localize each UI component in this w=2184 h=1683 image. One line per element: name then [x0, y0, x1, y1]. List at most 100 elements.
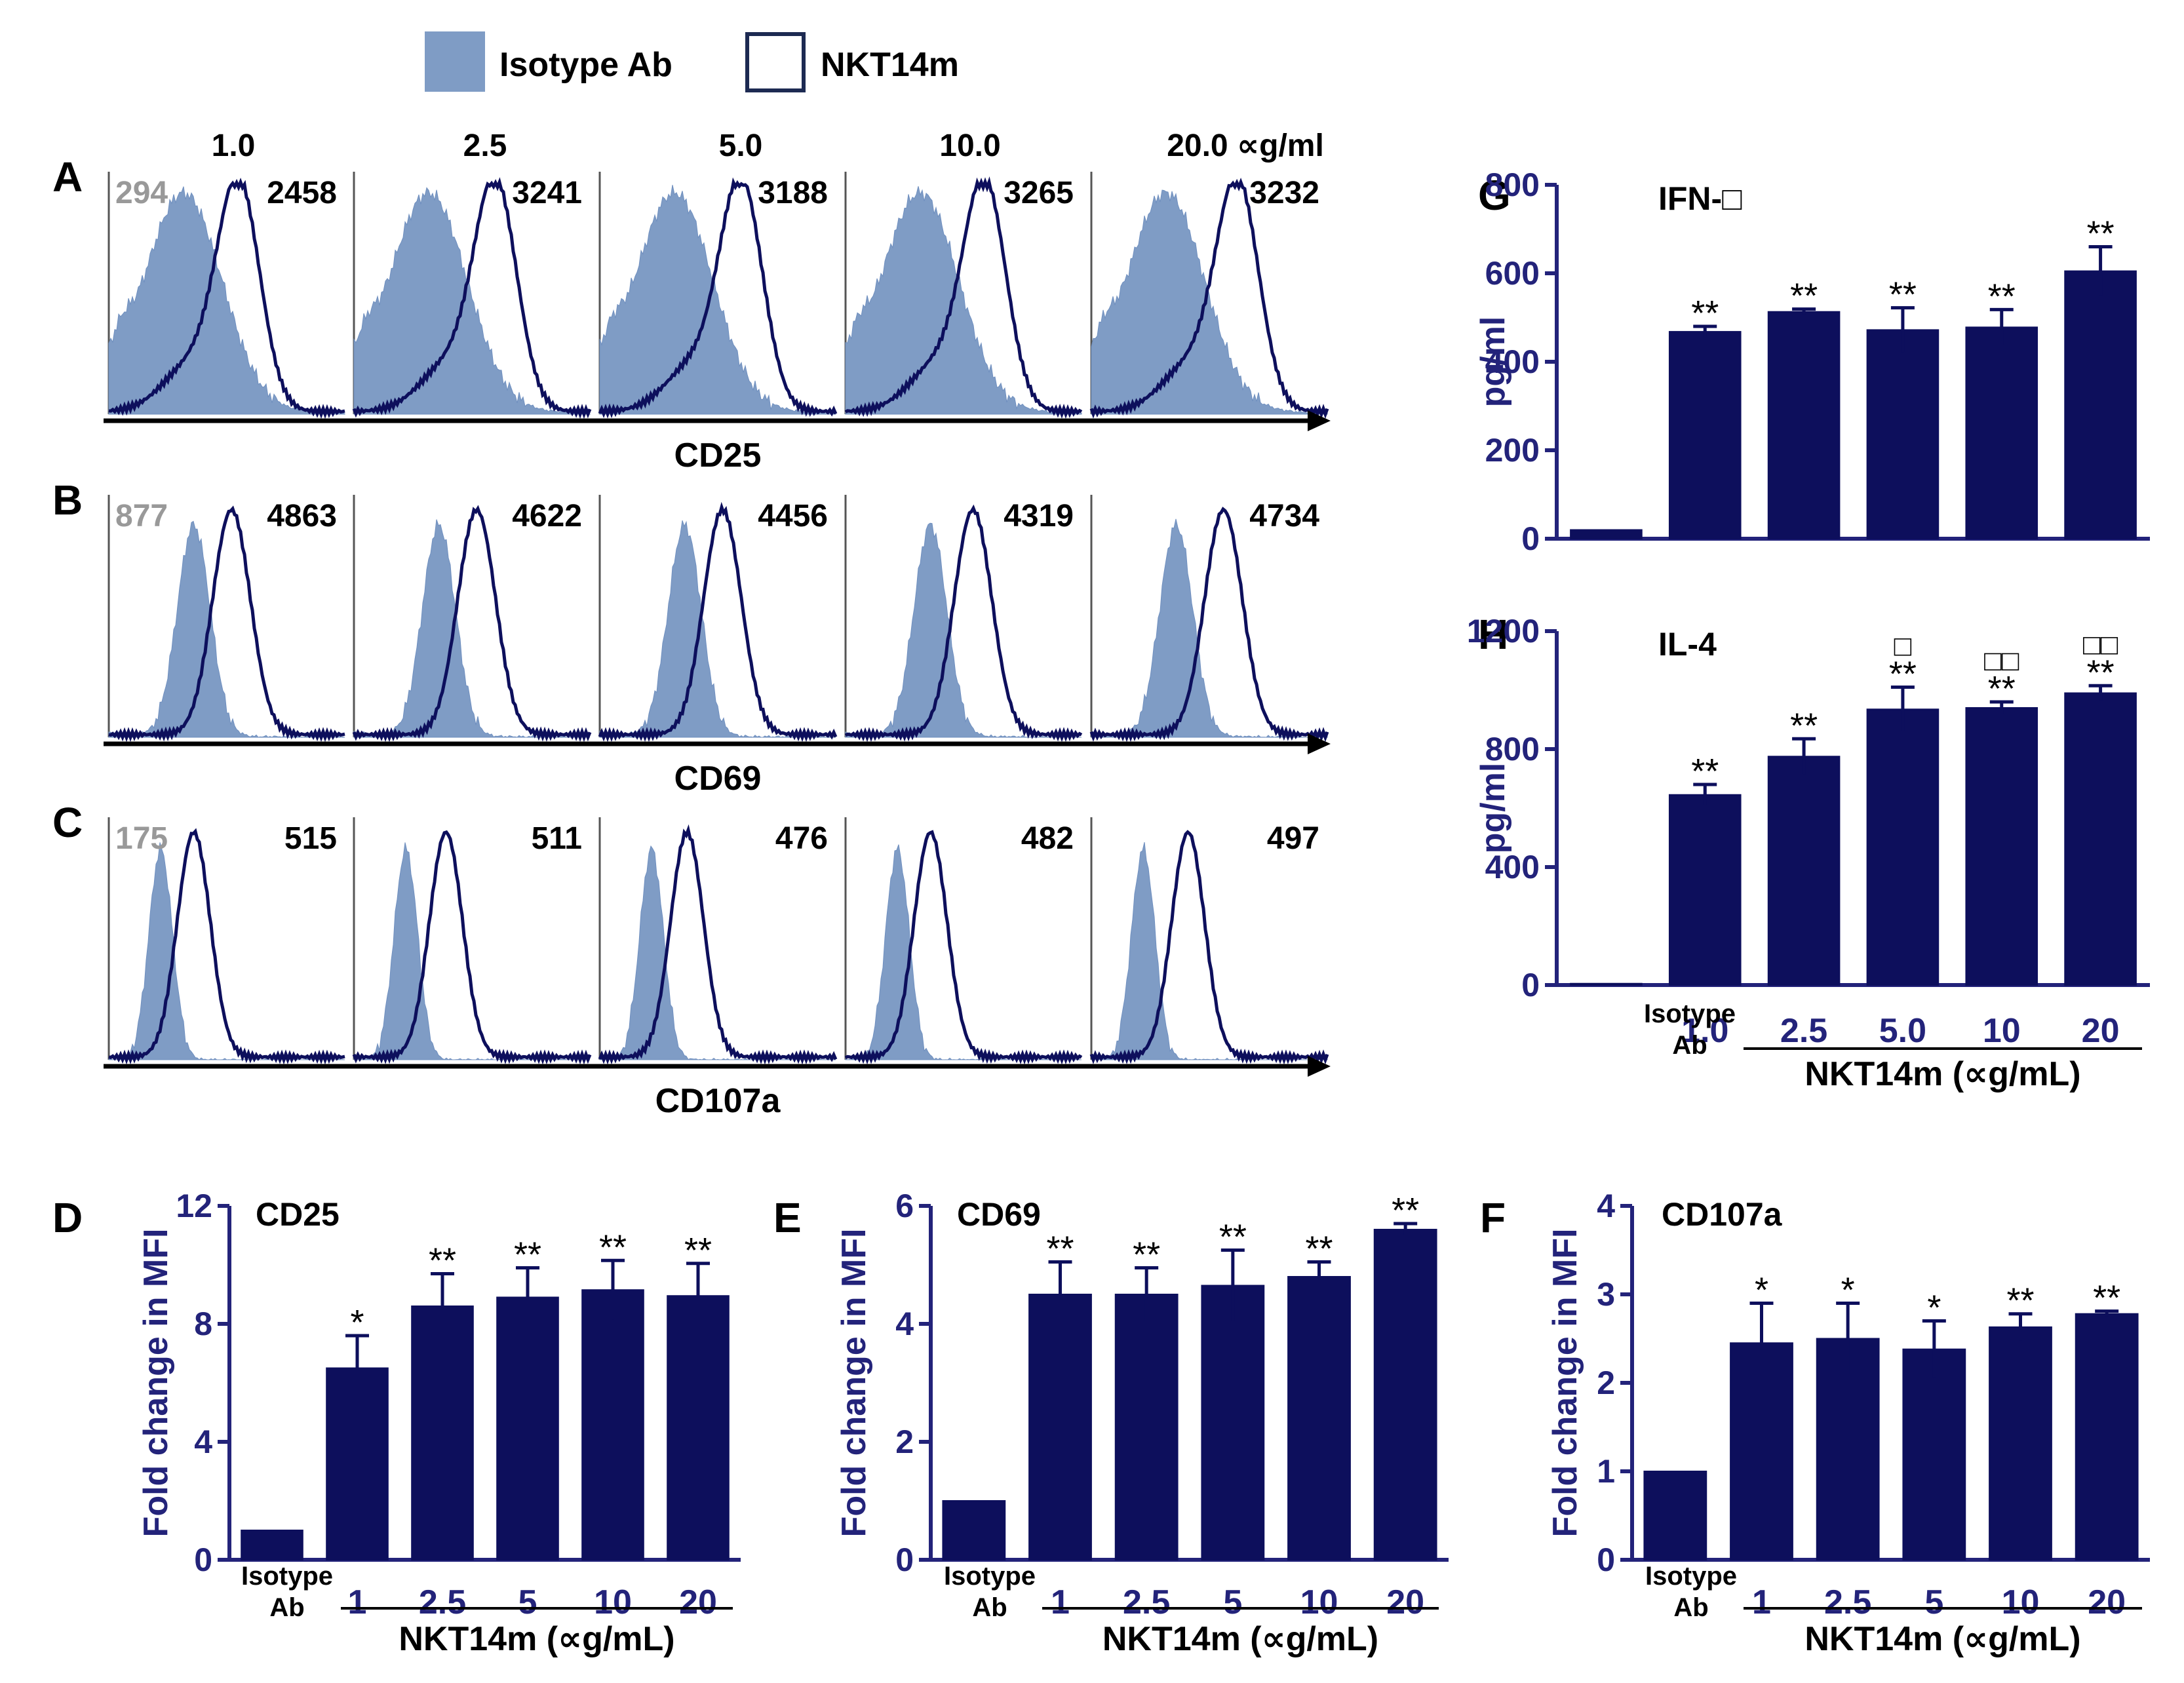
- isotype-histogram: [599, 520, 836, 738]
- significance-extra-mark: □□: [2083, 629, 2118, 661]
- control-label: Isotype: [1645, 1562, 1737, 1591]
- legend-nkt-swatch: [745, 32, 806, 92]
- y-tick-label: 600: [1485, 255, 1540, 292]
- y-tick-label: 800: [1485, 731, 1540, 767]
- y-tick-label: 0: [895, 1541, 914, 1578]
- x-tick-label: 1.0: [1681, 1012, 1728, 1050]
- isotype-histogram: [599, 845, 836, 1060]
- bar-isotype-ab: [241, 1530, 303, 1560]
- bar-2.5: [1767, 756, 1841, 986]
- significance-mark: **: [2093, 1279, 2120, 1318]
- histogram-row-cd69: B 4863 877 4622 4456 4319 4734 CD69: [52, 476, 1331, 798]
- x-tick-label: 10: [1983, 1012, 2021, 1050]
- column-header-4: 20.0 ∝g/ml: [1167, 128, 1324, 163]
- bar-1.0: [1668, 331, 1742, 539]
- nkt14m-histogram: [844, 504, 1083, 743]
- nkt14m-histogram: [108, 828, 345, 1065]
- x-tick-label: 20: [1386, 1583, 1424, 1621]
- significance-mark: **: [1046, 1229, 1074, 1269]
- nkt14m-mfi-value: 2458: [267, 176, 337, 210]
- nkt14m-mfi-value: 515: [284, 821, 337, 856]
- nkt14m-mfi-value: 4319: [1004, 499, 1074, 533]
- bar-isotype-ab: [1643, 1471, 1707, 1560]
- x-axis-label: NKT14m (∝g/mL): [399, 1620, 674, 1658]
- nkt14m-mfi-value: 3232: [1249, 176, 1319, 210]
- nkt14m-mfi-value: 4863: [267, 499, 337, 533]
- x-tick-label: 1: [1051, 1583, 1070, 1621]
- chart-title: CD107a: [1662, 1196, 1783, 1233]
- x-axis-label: NKT14m (∝g/mL): [1804, 1055, 2080, 1093]
- y-tick-label: 4: [1597, 1188, 1615, 1224]
- bar-isotype-ab: [1570, 982, 1643, 986]
- chart-title: CD69: [957, 1196, 1041, 1233]
- nkt14m-histogram: [1089, 178, 1329, 419]
- significance-mark: **: [1988, 669, 2016, 708]
- bar-chart-E: E CD69 0 2 4 6 Fold change in MFI ** 1 ** 2.5 ** 5 **…: [773, 1188, 1449, 1658]
- significance-mark: *: [1841, 1271, 1855, 1310]
- bar-isotype-ab: [942, 1500, 1006, 1560]
- y-axis-label: pg/ml: [1474, 317, 1512, 408]
- significance-mark: **: [599, 1228, 627, 1267]
- nkt14m-histogram: [598, 501, 838, 743]
- bar-10: [1965, 326, 2038, 539]
- x-axis-label: NKT14m (∝g/mL): [1804, 1620, 2080, 1658]
- marker-axis-label: CD69: [674, 760, 762, 798]
- bar-2.5: [1816, 1338, 1880, 1560]
- histogram-row-cd25: A 2458 294 3241 3188 3265 3232 CD25: [52, 153, 1331, 474]
- bar-5: [496, 1296, 559, 1560]
- control-label: Ab: [269, 1593, 304, 1622]
- isotype-histogram: [845, 844, 1082, 1060]
- nkt14m-histogram: [352, 505, 592, 743]
- significance-mark: *: [1927, 1288, 1941, 1328]
- y-tick-label: 1: [1597, 1453, 1615, 1490]
- y-tick-label: 200: [1485, 432, 1540, 469]
- y-tick-label: 1200: [1467, 613, 1540, 649]
- column-header-0: 1.0: [212, 128, 256, 163]
- marker-axis-arrowhead: [1308, 410, 1331, 431]
- bar-isotype-ab: [1570, 529, 1643, 539]
- y-axis-label: Fold change in MFI: [1546, 1229, 1584, 1538]
- x-tick-label: 10: [2002, 1583, 2040, 1621]
- panel-letter-C: C: [52, 799, 83, 846]
- nkt14m-histogram: [1089, 507, 1329, 743]
- marker-axis-arrowhead: [1308, 733, 1331, 754]
- histogram-panels: 1.0 2.5 5.0 10.0 20.0 ∝g/ml A 2458 294 3241 3188 3…: [52, 128, 1331, 1120]
- bar-1: [1028, 1294, 1092, 1560]
- significance-extra-mark: □: [1894, 630, 1912, 663]
- nkt14m-mfi-value: 3265: [1004, 176, 1074, 210]
- y-tick-label: 3: [1597, 1276, 1615, 1313]
- y-tick-label: 6: [895, 1188, 914, 1224]
- bar-20: [2064, 692, 2137, 986]
- nkt14m-mfi-value: 482: [1021, 821, 1074, 856]
- chart-title: IFN-□: [1658, 180, 1742, 217]
- nkt14m-mfi-value: 3241: [512, 176, 582, 210]
- panel-letter-B: B: [52, 476, 83, 524]
- control-label: Isotype: [241, 1562, 333, 1591]
- significance-mark: **: [1392, 1191, 1419, 1230]
- bar-20: [667, 1295, 730, 1560]
- y-tick-label: 400: [1485, 343, 1540, 380]
- nkt14m-mfi-value: 4734: [1249, 499, 1319, 533]
- x-tick-label: 2.5: [1123, 1583, 1170, 1621]
- x-tick-label: 5: [1223, 1583, 1242, 1621]
- isotype-histogram: [108, 186, 345, 415]
- bar-10: [1989, 1326, 2052, 1560]
- marker-axis-arrowhead: [1308, 1056, 1331, 1077]
- legend-isotype-label: Isotype Ab: [499, 46, 673, 84]
- significance-mark: **: [1790, 706, 1818, 745]
- x-tick-label: 20: [679, 1583, 717, 1621]
- significance-mark: **: [2087, 214, 2115, 254]
- control-label: Ab: [1672, 1031, 1707, 1060]
- chart-title: CD25: [256, 1196, 340, 1233]
- legend: Isotype Ab NKT14m: [425, 31, 959, 92]
- nkt14m-mfi-value: 511: [532, 821, 582, 856]
- panel-letter-F: F: [1480, 1194, 1506, 1241]
- y-axis-label: Fold change in MFI: [835, 1229, 873, 1538]
- x-tick-label: 20: [2088, 1583, 2126, 1621]
- significance-mark: *: [350, 1303, 364, 1342]
- significance-mark: **: [1219, 1218, 1247, 1257]
- x-tick-label: 2.5: [1824, 1583, 1871, 1621]
